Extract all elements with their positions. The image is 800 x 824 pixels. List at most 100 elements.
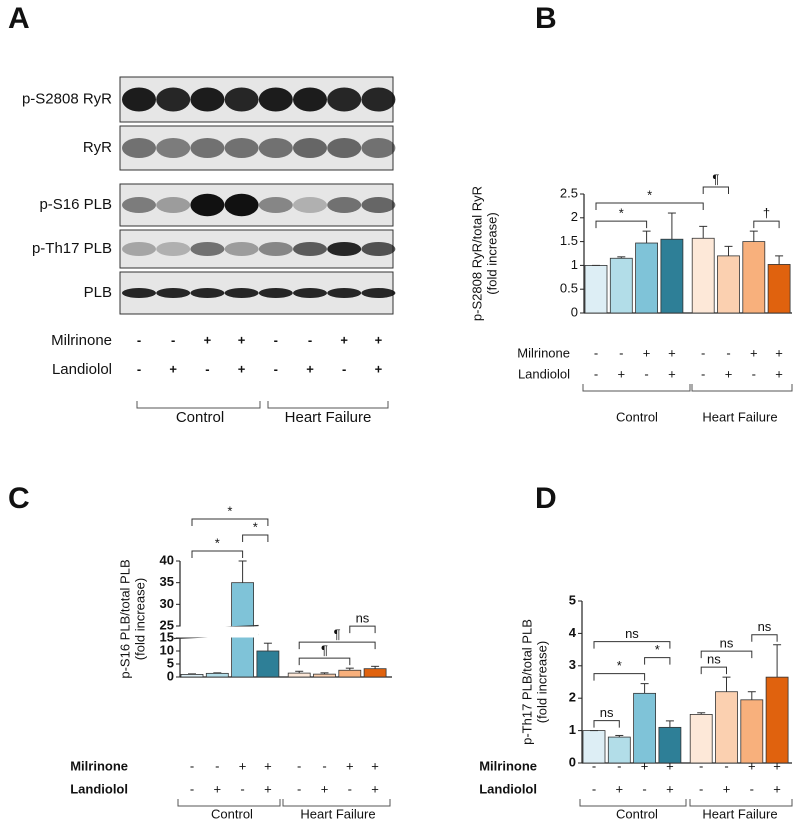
y-axis-label: p-S16 PLB/total PLB [117,559,132,678]
treatment-sign: - [274,332,278,347]
treatment-sign: - [592,781,596,796]
blot-row-label: RyR [83,139,112,156]
blot-band [361,138,396,158]
treatment-sign: - [308,332,312,347]
group-label: Control [616,409,658,424]
blot-band [156,138,191,158]
panel-label: C [8,482,30,515]
treatment-sign: - [205,361,209,376]
treatment-sign: + [773,781,781,796]
y-tick-label: 2 [571,209,578,224]
blot-band [293,242,327,256]
blot-band [190,242,225,256]
treatment-sign: - [137,332,141,347]
y-tick-label: 4 [569,625,577,640]
treatment-sign: - [699,781,703,796]
group-bracket [282,799,391,807]
blot-band [293,138,327,158]
treatment-sign: + [264,781,272,796]
blot-band [156,288,191,298]
blot-row-label: p-Th17 PLB [32,240,112,257]
significance-bracket [595,220,648,229]
significance-bracket [753,220,780,229]
significance-label: ns [707,652,721,667]
treatment-label: Milrinone [51,332,112,349]
significance-label: ¶ [712,171,719,186]
blot-row-label: PLB [84,284,112,301]
blot-row-label: p-S2808 RyR [22,90,112,107]
y-tick-label: 0 [167,668,174,683]
treatment-label: Landiolol [52,361,112,378]
treatment-sign: - [726,345,730,360]
treatment-sign: + [346,758,354,773]
significance-bracket [644,657,671,665]
significance-label: ¶ [321,643,328,658]
significance-bracket [191,550,244,558]
group-bracket [689,799,793,807]
panel-label: B [535,2,557,35]
blot-band [293,197,327,213]
treatment-sign: - [592,758,596,773]
treatment-label: Milrinone [70,758,128,773]
group-label: Heart Failure [300,806,375,821]
group-label: Heart Failure [702,806,777,821]
group-bracket [177,799,281,807]
bar [363,668,387,678]
y-tick-label: 40 [160,552,174,567]
treatment-sign: - [701,345,705,360]
bar [740,699,764,764]
significance-bracket [700,650,753,659]
treatment-sign: + [239,758,247,773]
blot-band [293,288,327,298]
y-tick-label: 0 [569,754,576,769]
treatment-sign: + [775,366,783,381]
bar [635,242,658,314]
group-bracket [582,384,691,392]
group-label: Control [211,806,253,821]
bar [767,264,791,314]
significance-label: ns [625,626,639,641]
significance-label: ¶ [334,627,341,642]
blot-band [190,138,225,158]
treatment-sign: - [215,758,219,773]
group-bracket [136,401,261,409]
group-label: Heart Failure [702,409,777,424]
treatment-sign: - [240,781,244,796]
bar [287,672,311,678]
treatment-sign: - [274,361,278,376]
treatment-sign: + [775,345,783,360]
blot-band [361,242,396,256]
treatment-sign: - [752,366,756,381]
bar [584,264,608,314]
treatment-sign: + [618,366,626,381]
treatment-sign: - [750,781,754,796]
blot-band [224,87,259,112]
bar [256,650,280,678]
treatment-sign: + [238,332,246,347]
significance-bracket [242,534,269,542]
y-tick-label: 10 [160,642,174,657]
blot-band [156,242,191,256]
y-tick-label: 35 [160,574,174,589]
y-tick-label: 2 [569,690,576,705]
significance-label: ns [600,705,614,720]
treatment-sign: + [371,758,379,773]
blot-band [361,87,396,112]
treatment-sign: - [619,345,623,360]
treatment-sign: - [644,366,648,381]
significance-label: * [215,535,220,550]
blot-band [224,193,259,217]
significance-label: ns [720,636,734,651]
treatment-sign: + [238,361,246,376]
y-tick-label: 5 [167,655,174,670]
blot-band [190,288,225,298]
bar [180,674,204,678]
significance-label: * [647,187,652,202]
blot-band [122,87,156,112]
panel-label: D [535,482,557,515]
significance-bracket [593,720,620,728]
panel-label: A [8,2,30,35]
significance-label: * [617,658,622,673]
blot-band [224,242,259,256]
significance-bracket [349,625,376,634]
